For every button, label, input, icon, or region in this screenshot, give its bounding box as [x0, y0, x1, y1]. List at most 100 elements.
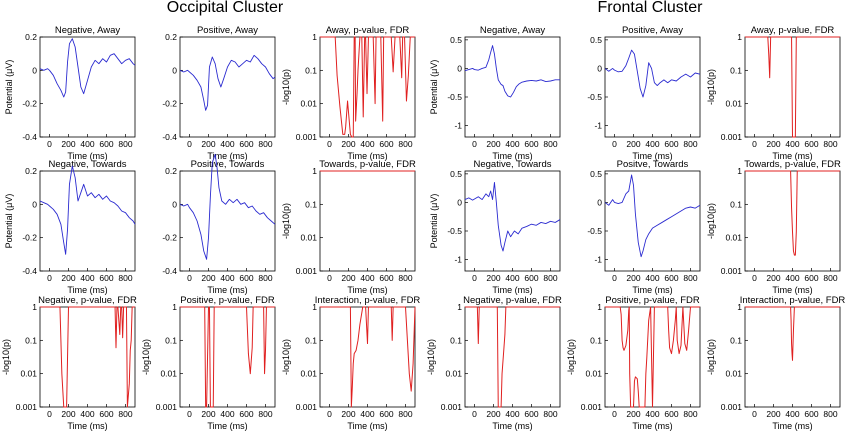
chart-panel-occ-neg-p: Negative, p-value, FDR 0 200 400 600 800 0.001… — [1, 295, 137, 431]
x-tick-label: 600 — [99, 139, 113, 149]
panel-title: Positive, p-value, FDR — [605, 295, 700, 306]
panel-title: Positive, p-value, FDR — [180, 295, 275, 306]
y-tick-label: 0 — [457, 63, 462, 73]
x-axis-label: Time (ms) — [67, 151, 107, 161]
x-tick-label: 600 — [239, 273, 253, 283]
y-tick-label: 0.01 — [725, 99, 742, 109]
x-tick-label: 0 — [472, 409, 477, 419]
erp-waveform-line — [464, 181, 561, 252]
x-tick-label: 0 — [752, 273, 757, 283]
chart-panel-occ-pos-away: Positive, Away 0 200 400 600 800 -0.4 -0.2 0 0.2 T… — [162, 25, 276, 161]
y-tick-label: 0.1 — [730, 65, 742, 75]
panel-title: Negative, Towards — [49, 159, 127, 170]
x-axis-label: Time (ms) — [67, 285, 107, 295]
pvalue-series-line — [180, 306, 275, 408]
chart-panel-occ-neg-away: Negative, Away 0 200 400 600 800 -0.4 -0.2 0 0.2 T… — [4, 25, 136, 161]
y-tick-label: 0.1 — [590, 335, 602, 345]
x-tick-label: 800 — [683, 273, 697, 283]
x-tick-label: 800 — [823, 139, 837, 149]
y-tick-label: 1 — [737, 302, 742, 312]
x-axis-label: Time (ms) — [632, 151, 672, 161]
y-tick-label: -0.4 — [162, 266, 177, 276]
y-tick-label: 0 — [597, 63, 602, 73]
x-tick-label: 600 — [524, 409, 538, 419]
x-axis-label: Time (ms) — [347, 421, 387, 431]
y-tick-label: 0.001 — [441, 402, 463, 412]
y-tick-label: 0.1 — [165, 335, 177, 345]
y-tick-label: 0.5 — [450, 169, 462, 179]
y-axis-label: -log10(p) — [281, 203, 291, 239]
y-tick-label: 1 — [737, 32, 742, 42]
x-tick-label: 0 — [47, 409, 52, 419]
x-tick-label: 0 — [187, 273, 192, 283]
y-tick-label: -0.2 — [162, 233, 177, 243]
x-tick-label: 800 — [398, 139, 412, 149]
x-tick-label: 200 — [626, 409, 640, 419]
x-tick-label: 0 — [752, 409, 757, 419]
x-tick-label: 400 — [645, 409, 659, 419]
x-axis-label: Time (ms) — [772, 151, 812, 161]
pvalue-series-line — [40, 306, 135, 408]
x-tick-label: 200 — [486, 273, 500, 283]
y-tick-label: 0.01 — [300, 99, 317, 109]
x-tick-label: 600 — [804, 139, 818, 149]
y-axis-label: -log10(p) — [426, 339, 436, 375]
x-tick-label: 600 — [239, 409, 253, 419]
y-tick-label: 0.1 — [305, 199, 317, 209]
x-tick-label: 200 — [766, 139, 780, 149]
erp-waveform-line — [39, 38, 136, 98]
y-tick-label: 0.1 — [730, 335, 742, 345]
x-tick-label: 600 — [664, 409, 678, 419]
plot-area — [604, 36, 701, 138]
x-tick-label: 600 — [664, 273, 678, 283]
y-tick-label: 0.01 — [725, 369, 742, 379]
y-tick-label: -0.5 — [447, 92, 462, 102]
y-tick-label: 0.01 — [160, 369, 177, 379]
x-tick-label: 400 — [80, 139, 94, 149]
y-tick-label: 0.2 — [25, 32, 37, 42]
y-tick-label: 0 — [457, 197, 462, 207]
y-tick-label: 0.01 — [585, 369, 602, 379]
y-tick-label: 1 — [312, 32, 317, 42]
x-tick-label: 600 — [379, 273, 393, 283]
x-tick-label: 200 — [61, 139, 75, 149]
x-tick-label: 200 — [201, 139, 215, 149]
panel-title: Negative, Towards — [474, 159, 552, 170]
chart-panel-front-towards-p: Towards, p-value, FDR 0 200 400 600 800 0.001 0… — [706, 159, 841, 295]
chart-panel-front-neg-away: Negative, Away 0 200 400 600 800 -1 -0.5 0 0.5 Tim… — [429, 25, 561, 161]
y-tick-label: -1 — [454, 121, 462, 131]
x-tick-label: 800 — [118, 273, 132, 283]
panel-title: Away, p-value, FDR — [326, 25, 410, 36]
x-axis-label: Time (ms) — [67, 421, 107, 431]
y-tick-label: 0.001 — [721, 266, 743, 276]
y-axis-label: -log10(p) — [706, 69, 716, 105]
x-axis-label: Time (ms) — [632, 421, 672, 431]
plot-area — [319, 306, 416, 408]
x-tick-label: 400 — [360, 409, 374, 419]
y-tick-label: 0.01 — [300, 369, 317, 379]
panel-title: Interaction, p-value, FDR — [315, 295, 421, 306]
x-tick-label: 800 — [118, 409, 132, 419]
x-tick-label: 200 — [626, 273, 640, 283]
x-tick-label: 0 — [472, 273, 477, 283]
panel-title: Negative, Away — [55, 25, 121, 36]
pvalue-series-line — [605, 306, 700, 408]
x-tick-label: 600 — [664, 139, 678, 149]
y-tick-label: 0.001 — [721, 402, 743, 412]
y-tick-label: -0.4 — [22, 132, 37, 142]
plot-area — [39, 306, 136, 408]
plot-area — [179, 306, 276, 408]
chart-panel-front-neg-p: Negative, p-value, FDR 0 200 400 600 800 0.001… — [426, 295, 562, 431]
x-tick-label: 400 — [80, 409, 94, 419]
x-tick-label: 0 — [187, 139, 192, 149]
y-axis-label: Potential (μV) — [429, 60, 439, 115]
y-axis-label: -log10(p) — [1, 339, 11, 375]
y-tick-label: 1 — [457, 302, 462, 312]
y-tick-label: 0.001 — [581, 402, 603, 412]
y-tick-label: 0.2 — [165, 166, 177, 176]
x-tick-label: 400 — [785, 273, 799, 283]
y-tick-label: 0 — [32, 65, 37, 75]
x-tick-label: 400 — [785, 409, 799, 419]
y-tick-label: 1 — [172, 302, 177, 312]
